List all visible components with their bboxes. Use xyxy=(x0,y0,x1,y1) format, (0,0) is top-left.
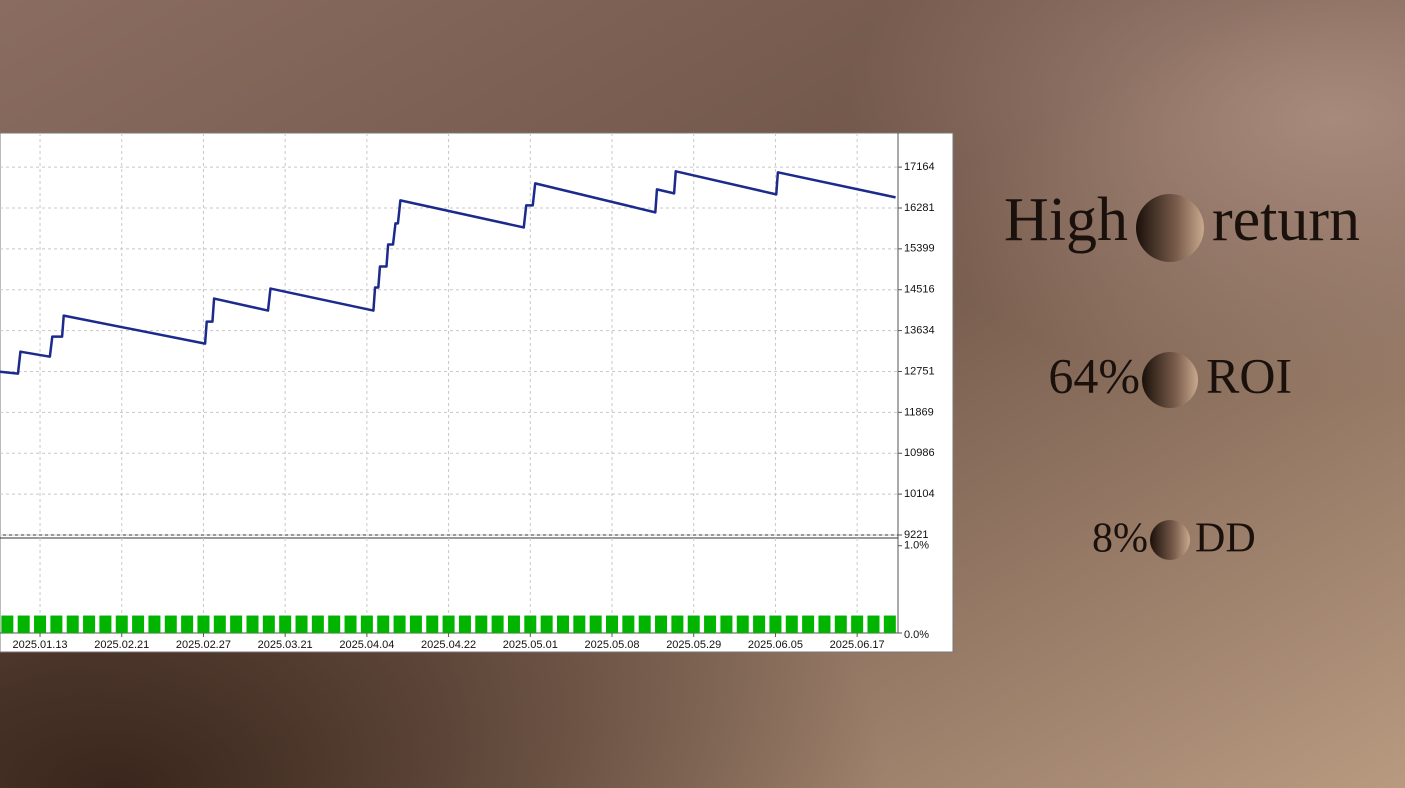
load-bar xyxy=(883,615,896,633)
load-bar xyxy=(867,615,880,633)
load-bar xyxy=(148,615,161,633)
y-tick-label: 13634 xyxy=(904,325,935,337)
load-bar xyxy=(50,615,63,633)
y-tick-label: 17164 xyxy=(904,161,935,173)
load-bar xyxy=(622,615,635,633)
load-bar xyxy=(409,615,422,633)
y-tick-label: 16281 xyxy=(904,202,935,214)
load-bar xyxy=(655,615,668,633)
x-tick-label: 2025.04.22 xyxy=(421,639,476,651)
load-bar xyxy=(736,615,749,633)
load-bar xyxy=(197,615,210,633)
load-bar xyxy=(507,615,520,633)
y-tick-label: 0.0% xyxy=(904,629,929,641)
load-bar xyxy=(458,615,471,633)
y-tick-label: 10104 xyxy=(904,488,935,500)
load-bar xyxy=(720,615,733,633)
x-tick-label: 2025.04.04 xyxy=(339,639,394,651)
load-bar xyxy=(769,615,782,633)
stat-value: 8% xyxy=(1092,516,1148,562)
load-bar xyxy=(181,615,194,633)
x-tick-label: 2025.05.08 xyxy=(584,639,639,651)
y-tick-label: 12751 xyxy=(904,365,935,377)
x-tick-label: 2025.05.01 xyxy=(503,639,558,651)
orb xyxy=(1142,352,1198,408)
load-bar xyxy=(115,615,128,633)
orb xyxy=(1136,194,1204,262)
headline-right: return xyxy=(1212,186,1360,254)
load-bar xyxy=(393,615,406,633)
load-bar xyxy=(556,615,569,633)
x-tick-label: 2025.02.27 xyxy=(176,639,231,651)
load-bar xyxy=(279,615,292,633)
headline-left: High xyxy=(1004,186,1128,254)
y-tick-label: 14516 xyxy=(904,284,935,296)
load-bar xyxy=(638,615,651,633)
load-bar xyxy=(475,615,488,633)
x-tick-label: 2025.03.21 xyxy=(258,639,313,651)
stat-value: 64% xyxy=(1048,347,1140,403)
orb xyxy=(1150,520,1190,560)
y-tick-label: 1.0% xyxy=(904,540,929,552)
load-bar xyxy=(311,615,324,633)
load-bar xyxy=(1,615,14,633)
load-bar xyxy=(344,615,357,633)
load-bar xyxy=(753,615,766,633)
stat-label: ROI xyxy=(1206,347,1292,403)
load-bar xyxy=(540,615,553,633)
load-bar xyxy=(687,615,700,633)
load-bar xyxy=(834,615,847,633)
chart-frame xyxy=(0,132,954,653)
balance-line xyxy=(0,170,896,375)
y-tick-label: 15399 xyxy=(904,243,935,255)
load-bar xyxy=(246,615,259,633)
load-bar xyxy=(164,615,177,633)
load-bar xyxy=(360,615,373,633)
load-bar xyxy=(132,615,145,633)
load-bar xyxy=(704,615,717,633)
y-tick-label: 9221 xyxy=(904,529,928,541)
load-bar xyxy=(213,615,226,633)
load-bar xyxy=(785,615,798,633)
load-bar xyxy=(606,615,619,633)
x-tick-label: 2025.06.17 xyxy=(830,639,885,651)
load-bar xyxy=(230,615,243,633)
load-bar xyxy=(818,615,831,633)
load-bar xyxy=(17,615,30,633)
x-tick-label: 2025.02.21 xyxy=(94,639,149,651)
y-tick-label: 11869 xyxy=(904,406,934,418)
load-bar xyxy=(328,615,341,633)
load-bar xyxy=(491,615,504,633)
load-bar xyxy=(573,615,586,633)
load-bar xyxy=(442,615,455,633)
load-bar xyxy=(377,615,390,633)
chart-panel xyxy=(0,132,954,653)
x-tick-label: 2025.05.29 xyxy=(666,639,721,651)
load-bar xyxy=(66,615,79,633)
load-bar xyxy=(295,615,308,633)
load-bar xyxy=(524,615,537,633)
load-bar xyxy=(262,615,275,633)
load-bar xyxy=(426,615,439,633)
load-bar xyxy=(34,615,47,633)
load-bar xyxy=(671,615,684,633)
x-tick-label: 2025.06.05 xyxy=(748,639,803,651)
x-tick-label: 2025.01.13 xyxy=(13,639,68,651)
load-bar xyxy=(99,615,112,633)
load-bar xyxy=(851,615,864,633)
stat-label: DD xyxy=(1195,516,1256,562)
load-bar xyxy=(589,615,602,633)
load-bar xyxy=(83,615,96,633)
load-bar xyxy=(802,615,815,633)
y-tick-label: 10986 xyxy=(904,447,935,459)
